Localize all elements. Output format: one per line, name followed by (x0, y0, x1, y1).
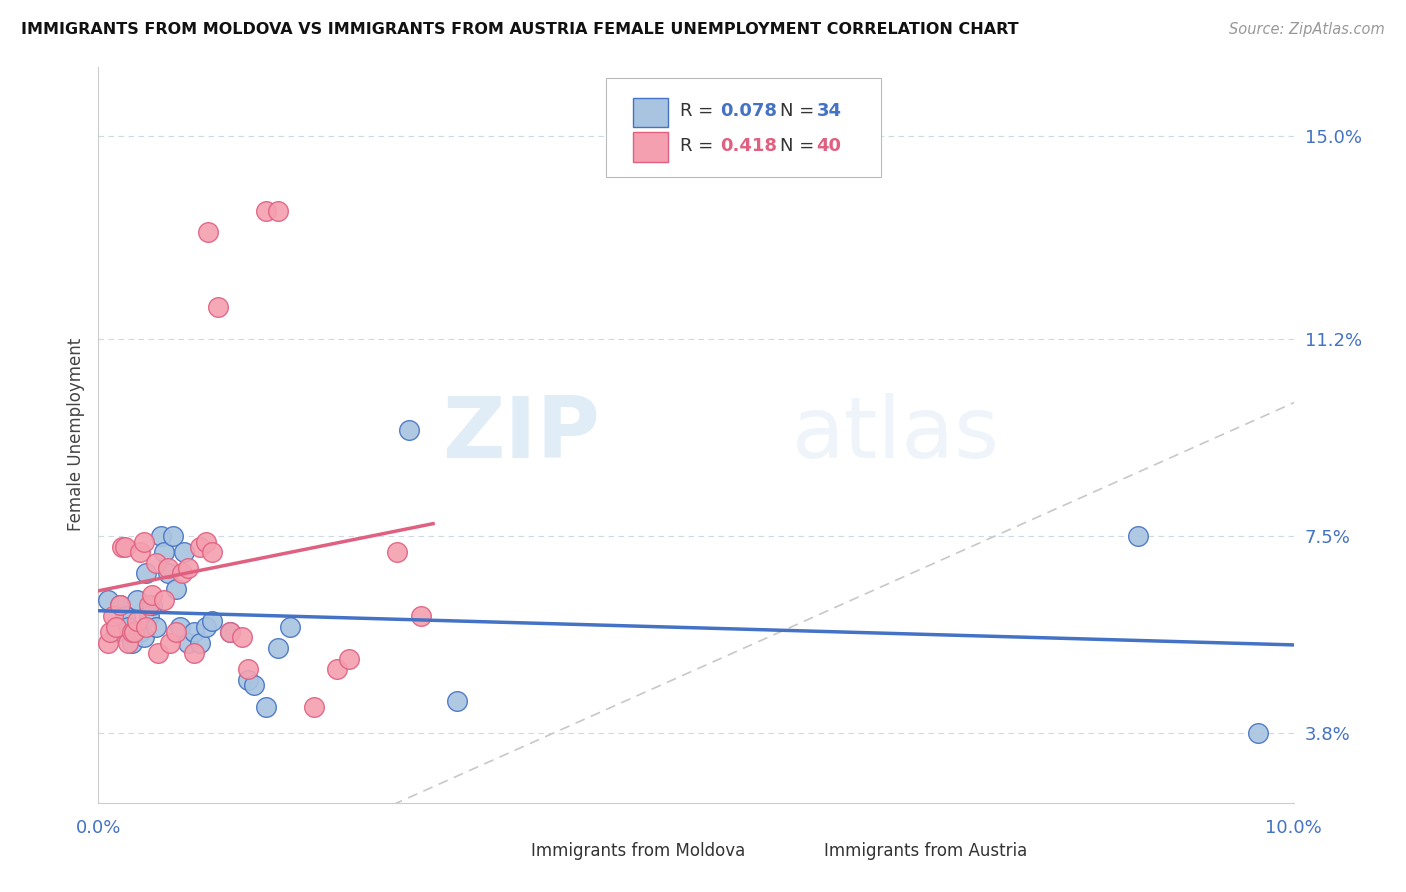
Point (267, 203, 290, 218)
Point (156, 561, 179, 575)
Text: 34: 34 (817, 102, 842, 120)
Point (129, 625, 152, 640)
Point (101, 609, 124, 624)
Point (132, 534, 155, 549)
Point (398, 423, 420, 437)
Point (141, 599, 163, 613)
Point (153, 545, 176, 559)
Text: Source: ZipAtlas.com: Source: ZipAtlas.com (1229, 22, 1385, 37)
Point (135, 566, 157, 581)
Text: Immigrants from Moldova: Immigrants from Moldova (531, 842, 745, 860)
Point (236, 663, 259, 677)
Text: 40: 40 (817, 136, 842, 154)
Point (1247, 726, 1270, 740)
Text: ZIP: ZIP (443, 393, 600, 476)
Point (219, 625, 242, 640)
Point (129, 545, 152, 559)
Point (183, 647, 205, 661)
Point (267, 641, 290, 656)
Point (236, 673, 259, 688)
Point (231, 631, 253, 645)
Point (243, 678, 266, 692)
Text: 0.418: 0.418 (720, 136, 778, 154)
Point (117, 620, 139, 634)
Point (339, 652, 361, 666)
Text: R =: R = (681, 102, 720, 120)
FancyBboxPatch shape (633, 98, 668, 128)
Point (446, 694, 468, 708)
Point (201, 545, 224, 559)
Point (111, 540, 134, 554)
Point (145, 620, 167, 634)
Point (156, 566, 179, 581)
Point (135, 620, 157, 634)
Point (108, 599, 131, 613)
Text: R =: R = (681, 136, 720, 154)
Point (138, 609, 160, 624)
Point (302, 699, 325, 714)
Point (201, 615, 224, 629)
Point (114, 540, 136, 554)
Point (254, 699, 277, 714)
Point (98, 625, 122, 640)
FancyBboxPatch shape (606, 78, 882, 178)
Point (278, 620, 301, 634)
Text: atlas: atlas (792, 393, 1000, 476)
Point (165, 625, 187, 640)
Point (385, 545, 409, 559)
Point (188, 540, 211, 554)
Point (97, 593, 120, 607)
Point (105, 625, 128, 640)
Point (121, 625, 143, 640)
Point (219, 625, 242, 640)
Point (162, 529, 184, 543)
FancyBboxPatch shape (486, 839, 520, 863)
Point (114, 609, 136, 624)
FancyBboxPatch shape (633, 132, 668, 161)
Point (172, 566, 194, 581)
Point (121, 636, 143, 650)
Point (183, 625, 205, 640)
Point (145, 556, 167, 570)
Point (153, 593, 176, 607)
Point (177, 636, 200, 650)
Point (124, 625, 146, 640)
Point (141, 588, 163, 602)
Point (188, 636, 211, 650)
Point (169, 620, 191, 634)
Point (132, 631, 155, 645)
Point (254, 203, 277, 218)
Text: N =: N = (780, 102, 820, 120)
Point (159, 636, 181, 650)
Point (165, 582, 187, 597)
FancyBboxPatch shape (779, 839, 813, 863)
Point (195, 534, 218, 549)
Point (173, 545, 195, 559)
Point (117, 636, 139, 650)
Point (149, 529, 172, 543)
Point (195, 620, 218, 634)
Point (138, 599, 160, 613)
Point (97, 636, 120, 650)
Point (197, 225, 219, 239)
Text: Immigrants from Austria: Immigrants from Austria (824, 842, 1028, 860)
Point (125, 615, 148, 629)
Text: 0.078: 0.078 (720, 102, 778, 120)
Point (411, 609, 433, 624)
Point (177, 561, 200, 575)
Text: IMMIGRANTS FROM MOLDOVA VS IMMIGRANTS FROM AUSTRIA FEMALE UNEMPLOYMENT CORRELATI: IMMIGRANTS FROM MOLDOVA VS IMMIGRANTS FR… (21, 22, 1019, 37)
Text: N =: N = (780, 136, 820, 154)
Point (326, 663, 349, 677)
Point (148, 647, 170, 661)
Point (125, 593, 148, 607)
Y-axis label: Female Unemployment: Female Unemployment (66, 338, 84, 532)
Point (1128, 529, 1150, 543)
Point (108, 599, 131, 613)
Point (105, 620, 128, 634)
Point (207, 300, 229, 314)
